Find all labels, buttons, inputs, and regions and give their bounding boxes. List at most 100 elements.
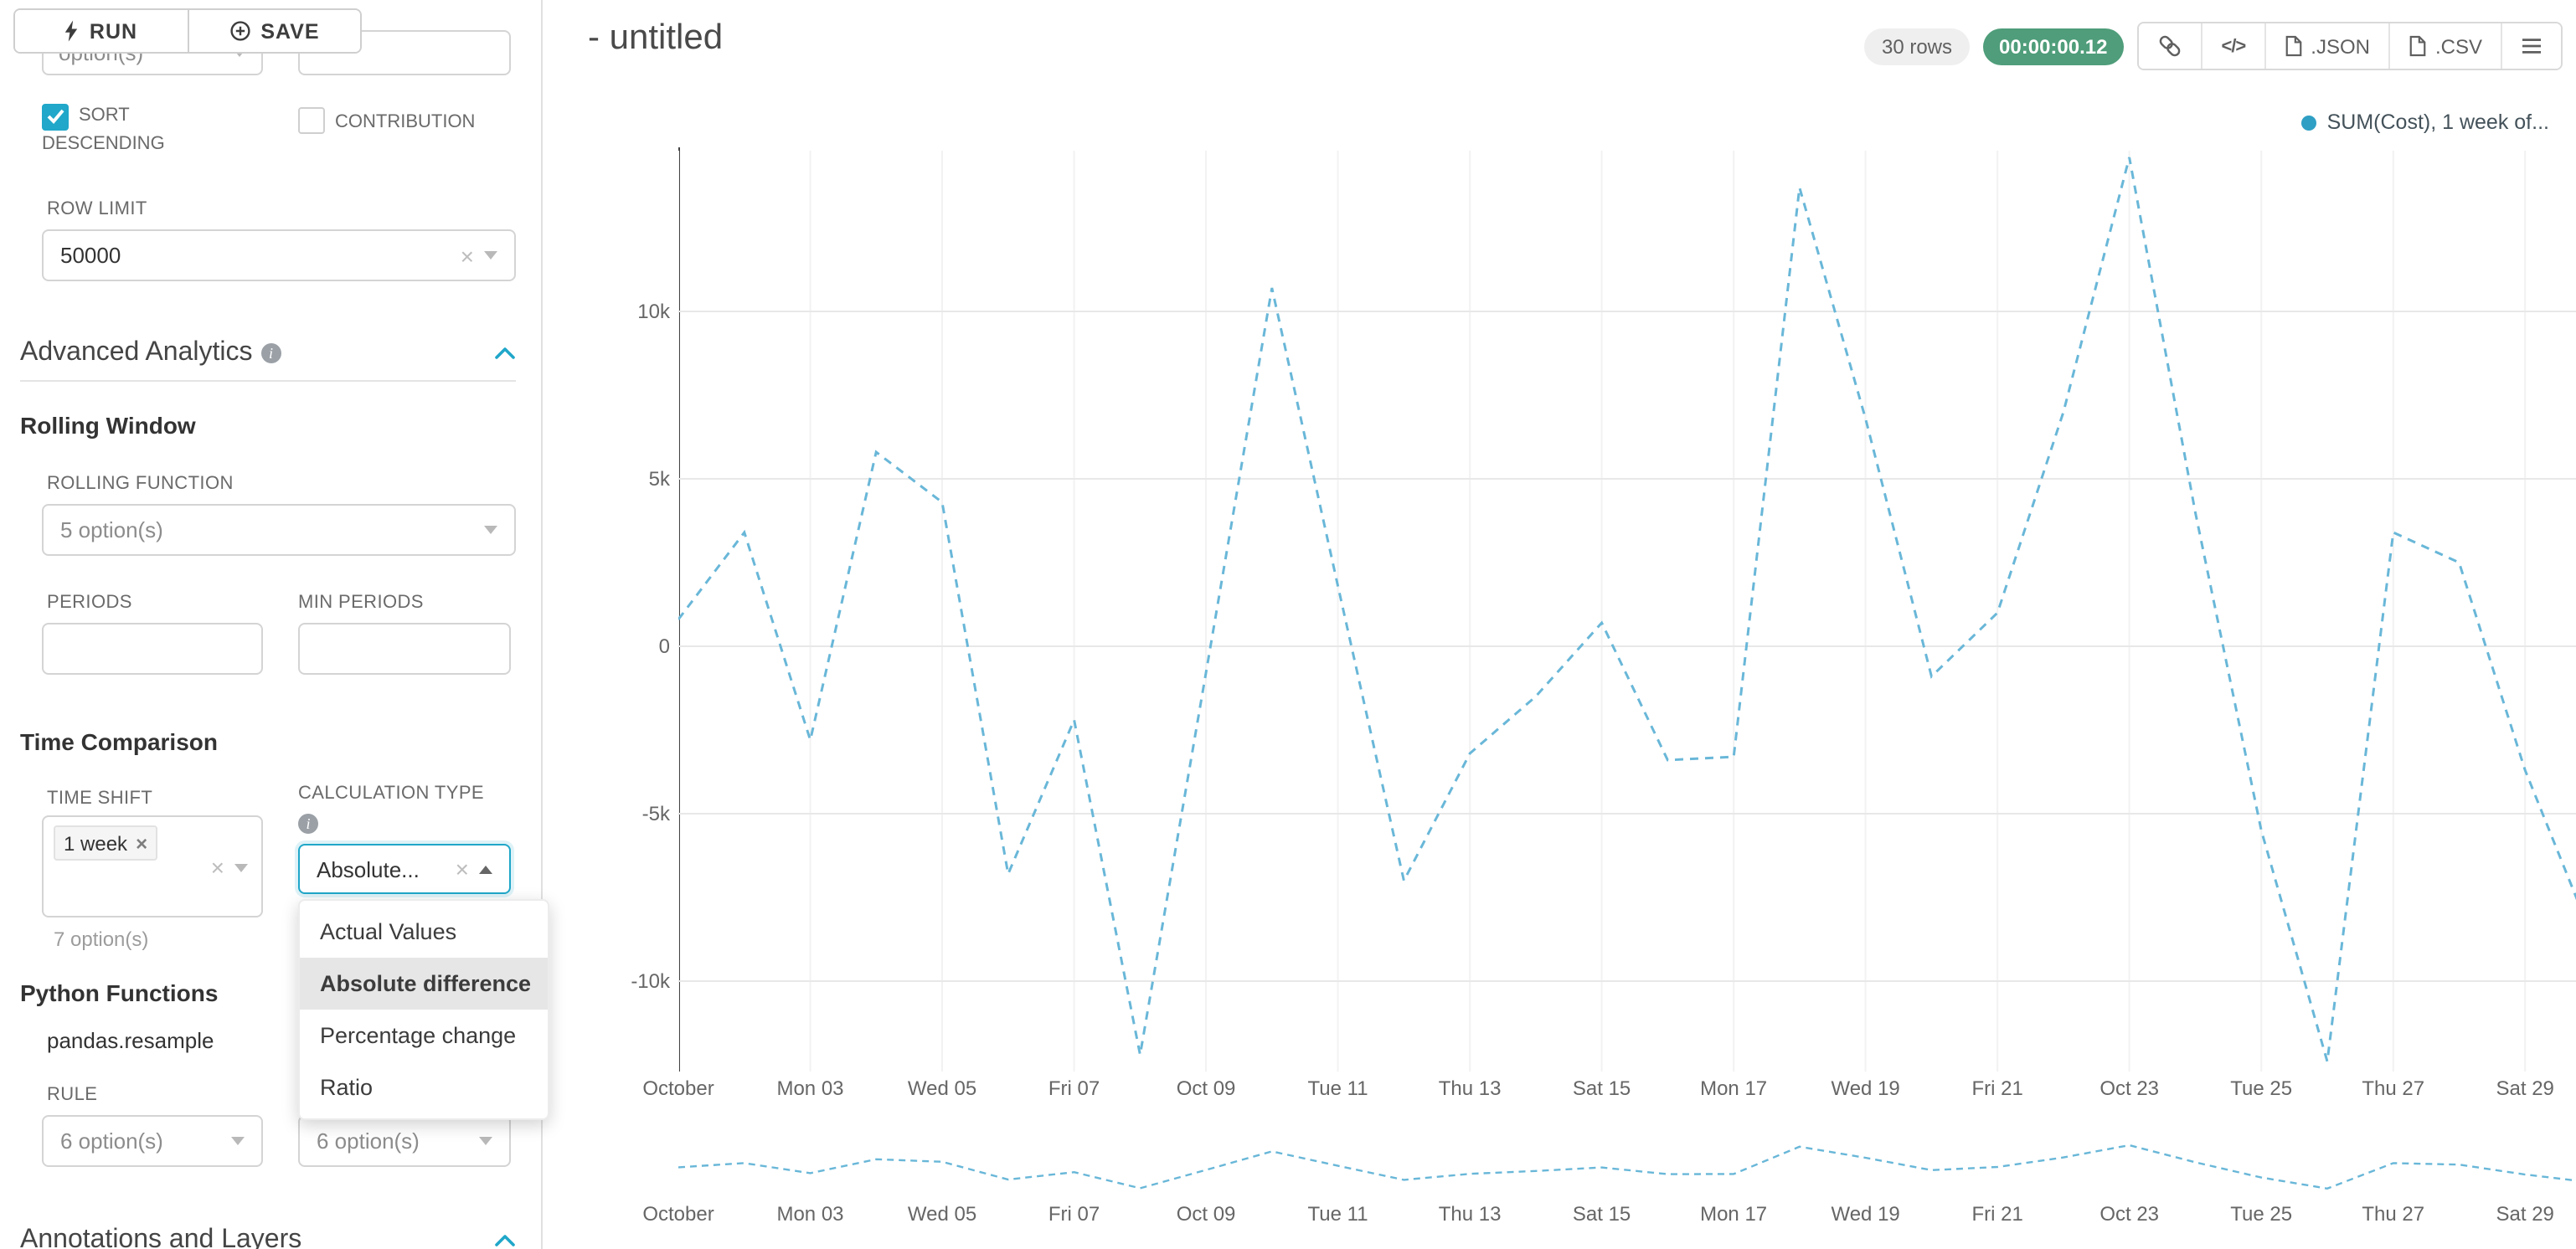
x-axis-label: Fri 07 [1048, 1077, 1100, 1100]
time-shift-hint: 7 option(s) [54, 928, 149, 951]
export-csv-label: .CSV [2434, 34, 2482, 58]
x-axis-label: Tue 11 [1307, 1202, 1368, 1226]
x-axis-label: Mon 17 [1700, 1077, 1768, 1100]
legend-dot-icon [2301, 115, 2317, 130]
caret-down-icon [484, 251, 497, 260]
method-select[interactable]: 6 option(s) [298, 1115, 511, 1167]
x-axis-label: Sat 15 [1572, 1202, 1631, 1226]
x-axis-label: Tue 25 [2230, 1077, 2293, 1100]
x-axis-label: Thu 13 [1438, 1077, 1502, 1100]
x-axis-label: Wed 19 [1831, 1202, 1900, 1226]
x-axis-label: Thu 27 [2362, 1202, 2425, 1226]
calculation-type-select[interactable]: Absolute... × [298, 844, 511, 894]
clear-icon[interactable]: × [460, 242, 474, 269]
run-button[interactable]: RUN [15, 10, 187, 52]
advanced-analytics-header[interactable]: Advanced Analytics i [20, 338, 516, 368]
chevron-up-icon[interactable] [494, 1234, 516, 1247]
x-axis-label: Mon 03 [776, 1077, 844, 1100]
periods-label: PERIODS [47, 593, 132, 613]
pandas-resample-label: pandas.resample [47, 1028, 214, 1053]
section-divider [20, 380, 516, 382]
x-axis-label: Thu 27 [2362, 1077, 2425, 1100]
y-axis-label: 10k [637, 300, 670, 323]
calculation-type-label: CALCULATION TYPE [298, 784, 484, 804]
rule-value: 6 option(s) [60, 1128, 163, 1154]
rule-label: RULE [47, 1085, 98, 1105]
x-axis-label: Mon 17 [1700, 1202, 1768, 1226]
python-functions-title: Python Functions [20, 979, 219, 1006]
annotations-layers-header[interactable]: Annotations and Layers [20, 1226, 516, 1249]
checkbox-unchecked-icon [298, 107, 325, 134]
y-axis-label: 5k [648, 467, 670, 491]
x-axis-label: Fri 21 [1971, 1077, 2023, 1100]
run-button-label: RUN [89, 19, 138, 43]
chart-title: - untitled [588, 18, 724, 57]
caret-down-icon [231, 1137, 245, 1145]
mini-x-axis-labels: October Mon 03 Wed 05 Fri 07 Oct 09 Tue 11 Thu… [642, 1202, 2576, 1227]
annotations-layers-title: Annotations and Layers [20, 1226, 302, 1249]
menu-item-absolute-difference[interactable]: Absolute difference [300, 958, 548, 1010]
x-axis-label: October [642, 1077, 714, 1100]
query-timer-badge: 00:00:00.12 [1982, 28, 2125, 64]
series-line [678, 157, 2576, 1062]
x-axis-label: Oct 09 [1176, 1077, 1236, 1100]
time-shift-tag[interactable]: 1 week × [54, 825, 158, 861]
save-button[interactable]: SAVE [187, 10, 360, 52]
link-icon [2160, 35, 2181, 57]
x-axis-label: Tue 25 [2230, 1202, 2293, 1226]
mini-series-line [678, 1144, 2576, 1190]
x-axis-label: Fri 07 [1048, 1202, 1100, 1226]
x-axis-label: Sat 29 [2496, 1077, 2554, 1100]
chevron-up-icon[interactable] [494, 347, 516, 360]
embed-code-button[interactable]: </> [2201, 23, 2264, 69]
main-chart-svg[interactable] [678, 151, 2576, 1072]
export-csv-button[interactable]: .CSV [2388, 23, 2501, 69]
rolling-function-label: ROLLING FUNCTION [47, 474, 234, 494]
rolling-function-select[interactable]: 5 option(s) [42, 504, 516, 556]
sort-descending-label: SORT DESCENDING [42, 105, 165, 154]
sort-descending-checkbox[interactable]: SORT DESCENDING [42, 102, 240, 159]
y-axis-label: -5k [641, 802, 670, 825]
x-axis-label: Tue 11 [1307, 1077, 1368, 1100]
x-axis-label: Fri 21 [1971, 1202, 2023, 1226]
info-icon: i [260, 343, 281, 363]
legend-label: SUM(Cost), 1 week of... [2326, 111, 2549, 134]
info-icon: i [298, 814, 318, 834]
x-axis-label: Oct 23 [2099, 1202, 2160, 1226]
rule-select[interactable]: 6 option(s) [42, 1115, 263, 1167]
control-panel: option(s) RUN SAVE SORT DESCENDING CONTR… [0, 0, 549, 1249]
remove-tag-icon[interactable]: × [136, 831, 148, 855]
x-axis-label: Sat 29 [2496, 1202, 2554, 1226]
time-shift-select[interactable]: 1 week × × [42, 815, 263, 917]
caret-down-icon [234, 863, 248, 871]
min-periods-input[interactable] [298, 623, 511, 675]
row-limit-label: ROW LIMIT [47, 199, 147, 219]
y-axis-label: 0 [658, 635, 670, 658]
mini-chart-svg[interactable] [678, 1138, 2576, 1202]
time-shift-tag-label: 1 week [64, 831, 128, 855]
caret-down-icon [484, 526, 497, 534]
code-icon: </> [2221, 36, 2246, 56]
row-limit-value: 50000 [60, 243, 121, 268]
periods-input[interactable] [42, 623, 263, 675]
time-comparison-title: Time Comparison [20, 728, 218, 755]
menu-item-actual-values[interactable]: Actual Values [320, 919, 457, 944]
copy-link-button[interactable] [2139, 23, 2202, 69]
chart-menu-button[interactable] [2501, 23, 2561, 69]
clear-icon[interactable]: × [210, 854, 224, 881]
menu-item-ratio[interactable]: Ratio [320, 1075, 374, 1100]
advanced-analytics-title: Advanced Analytics [20, 338, 253, 367]
clear-icon[interactable]: × [455, 856, 469, 882]
save-button-label: SAVE [260, 19, 320, 43]
menu-item-percentage-change[interactable]: Percentage change [320, 1023, 517, 1048]
calculation-type-dropdown: Actual Values Absolute difference Percenta… [298, 899, 549, 1120]
contribution-checkbox[interactable]: CONTRIBUTION [298, 107, 519, 137]
export-json-button[interactable]: .JSON [2264, 23, 2388, 69]
contribution-label: CONTRIBUTION [335, 112, 476, 132]
x-axis-label: Thu 13 [1438, 1202, 1502, 1226]
min-periods-label: MIN PERIODS [298, 593, 424, 613]
row-limit-select[interactable]: 50000 × [42, 229, 516, 281]
chart-legend[interactable]: SUM(Cost), 1 week of... [2301, 111, 2549, 134]
calculation-type-value: Absolute... [317, 856, 420, 881]
x-axis-label: Wed 05 [907, 1202, 977, 1226]
